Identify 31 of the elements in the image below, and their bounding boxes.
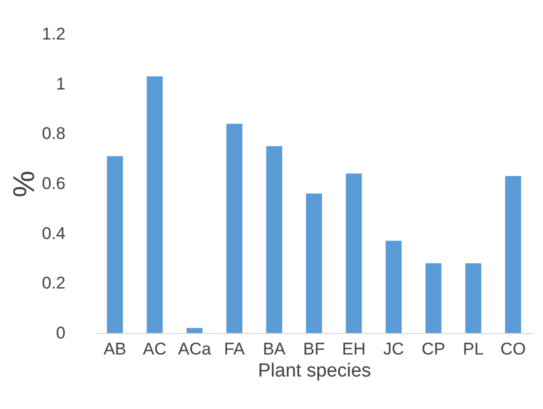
- bar: [186, 328, 203, 333]
- x-tick-label: AC: [142, 340, 167, 358]
- y-tick-label: 0.4: [42, 224, 66, 243]
- bar: [226, 124, 242, 333]
- x-tick-label: ACa: [178, 340, 212, 358]
- bar: [146, 76, 163, 333]
- x-tick-label: JC: [383, 340, 404, 358]
- x-tick-label: AB: [104, 340, 126, 358]
- x-tick-label: FA: [224, 340, 246, 358]
- x-axis-title: Plant species: [258, 360, 372, 382]
- x-tick-label: CP: [422, 340, 446, 358]
- bar: [346, 174, 362, 333]
- y-tick-label: 0.8: [42, 124, 66, 144]
- y-tick-label: 0: [56, 324, 66, 342]
- y-tick-label: 1: [56, 74, 66, 94]
- bar: [465, 263, 482, 333]
- x-tick-label: EH: [342, 340, 366, 358]
- bar: [386, 240, 402, 333]
- bar: [106, 156, 123, 333]
- bar: [425, 263, 442, 333]
- y-tick-label: 0.2: [42, 274, 66, 293]
- y-axis-title: %: [8, 170, 41, 198]
- x-tick-label: PL: [462, 340, 484, 358]
- x-tick-label: CO: [500, 340, 526, 358]
- x-tick-label: BA: [262, 340, 286, 358]
- y-tick-label: 1.2: [42, 24, 66, 44]
- y-tick-label: 0.6: [42, 174, 66, 193]
- bar: [266, 146, 282, 333]
- bar: [505, 176, 522, 333]
- x-tick-label: BF: [303, 340, 325, 358]
- bar: [306, 193, 322, 333]
